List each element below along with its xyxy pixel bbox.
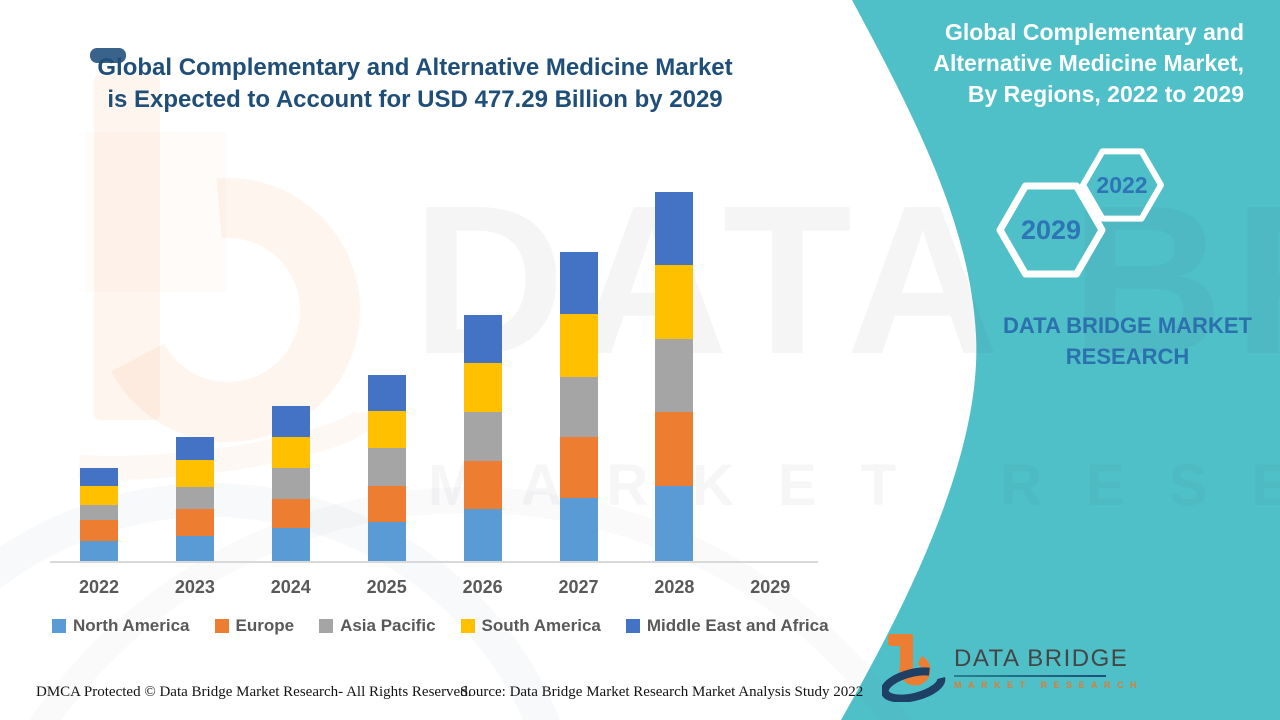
bar-segment <box>175 509 214 536</box>
legend-label: North America <box>73 616 190 635</box>
hexagon-2029-label: 2029 <box>1021 215 1081 245</box>
bar-segment <box>175 487 214 509</box>
x-axis-label: 2024 <box>270 577 311 597</box>
legend-item: Europe <box>214 616 295 636</box>
legend-item: North America <box>52 616 190 636</box>
bar-segment <box>559 252 598 314</box>
bar-segment <box>271 468 310 499</box>
x-axis-label: 2026 <box>462 577 503 597</box>
legend-label: South America <box>481 616 601 635</box>
x-axis-label: 2023 <box>174 577 215 597</box>
teal-panel-shape <box>841 0 1280 720</box>
panel-title: Global Complementary and Alternative Med… <box>933 19 1244 107</box>
bar-segment <box>655 192 694 265</box>
x-axis-label: 2028 <box>654 577 695 597</box>
legend-swatch <box>319 619 334 633</box>
bar-segment <box>559 377 598 437</box>
logo-text: DATA BRIDGE MARKET RESEARCH <box>954 632 1143 690</box>
source-note: Source: Data Bridge Market Research Mark… <box>460 684 864 700</box>
bar-segment <box>367 411 406 448</box>
bar-segment <box>463 509 502 561</box>
bar-segment <box>271 499 310 528</box>
logo-brand-text: DATA BRIDGE <box>954 645 1129 672</box>
bar-segment <box>80 486 118 505</box>
dmca-notice: DMCA Protected © Data Bridge Market Rese… <box>36 684 472 700</box>
logo-tagline-text: MARKET RESEARCH <box>954 680 1144 690</box>
legend-item: Middle East and Africa <box>625 616 829 636</box>
year-hexagons: 2029 2022 <box>996 148 1164 278</box>
bar-segment <box>463 461 502 509</box>
legend-label: Europe <box>235 616 295 635</box>
hexagon-2022-label: 2022 <box>1096 172 1147 198</box>
bar-segment <box>655 339 694 412</box>
bar-segment <box>271 437 310 468</box>
chart-title: Global Complementary and Alternative Med… <box>97 54 733 113</box>
bar-segment <box>175 460 214 487</box>
bar-segment <box>271 528 310 561</box>
bar-segment <box>80 468 118 486</box>
legend-label: Asia Pacific <box>340 616 436 635</box>
bar-segment <box>463 315 502 363</box>
bar-segment <box>367 375 406 411</box>
logo-b-icon <box>882 634 946 702</box>
legend-item: South America <box>460 616 601 636</box>
legend-swatch <box>214 619 229 633</box>
stacked-bar-chart: 2022 2023 2024 2025 2026 2027 2028 2029 <box>50 192 818 597</box>
logo-underline <box>954 675 1106 677</box>
bar-segment <box>175 437 214 460</box>
legend-label: Middle East and Africa <box>646 616 829 635</box>
hexagon-2022 <box>1080 148 1164 222</box>
x-axis-label: 2022 <box>78 577 120 597</box>
bar-segment <box>80 520 118 541</box>
legend-swatch <box>52 619 66 633</box>
bar-segment <box>655 265 694 339</box>
legend-swatch <box>625 619 640 633</box>
company-logo: DATA BRIDGE MARKET RESEARCH <box>882 632 1143 702</box>
legend-item: Asia Pacific <box>319 616 436 636</box>
bar-segment <box>559 314 598 377</box>
panel-brand-name: DATA BRIDGE MARKET RESEARCH <box>1003 313 1252 369</box>
x-axis-line <box>50 561 818 563</box>
bar-segment <box>367 522 406 561</box>
bar-segment <box>559 437 598 498</box>
bar-segment <box>271 406 310 437</box>
bar-segment <box>655 412 694 486</box>
chart-legend: North America Europe Asia Pacific South Ame… <box>52 616 829 636</box>
bar-segment <box>463 412 502 461</box>
bar-segment <box>559 498 598 561</box>
bar-segment <box>80 541 118 561</box>
bar-segment <box>655 486 694 561</box>
x-axis-label: 2025 <box>366 577 407 597</box>
bar-segment <box>463 363 502 412</box>
bar-segment <box>367 486 406 522</box>
bar-segment <box>80 505 118 520</box>
legend-swatch <box>460 619 475 633</box>
x-axis-label: 2029 <box>750 577 791 597</box>
x-axis-label: 2027 <box>558 577 599 597</box>
bar-segment <box>367 448 406 486</box>
bar-segment <box>175 536 214 561</box>
hexagon-2029 <box>996 182 1106 278</box>
